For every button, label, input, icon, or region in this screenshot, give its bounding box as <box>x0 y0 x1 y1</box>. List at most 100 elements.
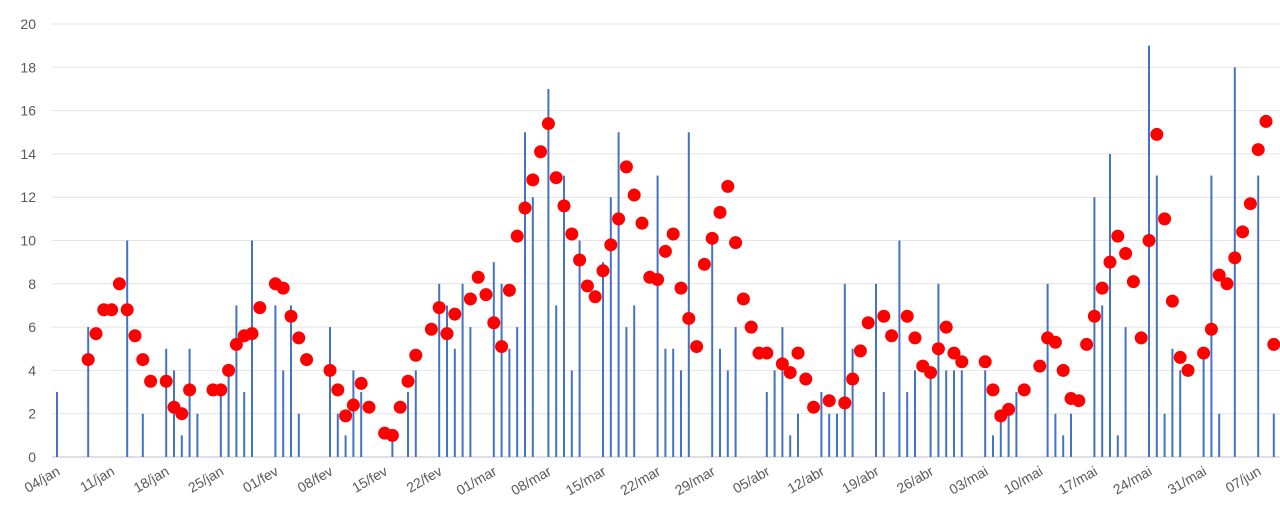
dot <box>1228 251 1242 265</box>
bar <box>1109 153 1111 457</box>
bar <box>282 370 285 457</box>
dot <box>284 309 298 323</box>
x-tick-label: 08/mar <box>508 463 554 499</box>
bar <box>656 175 659 458</box>
dot <box>1267 337 1280 351</box>
dot <box>775 357 789 371</box>
dot <box>588 290 602 304</box>
bar <box>469 327 472 457</box>
dot <box>791 346 805 360</box>
bar <box>547 88 550 457</box>
dot <box>877 309 891 323</box>
x-tick-label: 15/fev <box>349 463 390 496</box>
dot <box>183 383 197 397</box>
dot <box>939 320 953 334</box>
dot <box>729 236 743 250</box>
bar <box>765 392 768 457</box>
bar <box>274 305 277 457</box>
bar <box>531 197 534 457</box>
bar <box>414 370 417 457</box>
dot <box>736 292 750 306</box>
bar <box>1179 370 1182 457</box>
dot <box>440 327 454 341</box>
bar <box>843 283 846 457</box>
bar <box>937 283 940 457</box>
dot <box>682 311 696 325</box>
bar <box>984 370 987 457</box>
dot <box>385 428 399 442</box>
y-tick-label: 10 <box>20 233 36 249</box>
dot <box>1173 350 1187 364</box>
dot <box>1095 281 1109 295</box>
bar <box>1218 413 1221 457</box>
x-tick-label: 29/mar <box>672 463 718 499</box>
bar <box>360 392 363 457</box>
bar <box>461 283 464 457</box>
x-tick-label: 18/jan <box>131 463 172 496</box>
x-tick-label: 07/jun <box>1223 463 1264 496</box>
dot <box>908 331 922 345</box>
bar <box>290 305 292 457</box>
bar <box>672 348 675 457</box>
dot <box>1220 277 1234 291</box>
bar <box>617 132 620 457</box>
x-tick-label: 22/mar <box>617 463 663 499</box>
dot <box>1197 346 1211 360</box>
dot <box>807 400 821 414</box>
dot <box>253 301 267 315</box>
bar <box>446 305 448 457</box>
bar <box>1116 435 1119 457</box>
x-tick-label: 01/fev <box>240 463 281 496</box>
x-tick-label: 04/jan <box>21 463 62 496</box>
dot <box>1126 275 1140 289</box>
bar <box>898 240 901 457</box>
bar <box>960 370 963 457</box>
dot <box>596 264 610 278</box>
y-tick-label: 14 <box>20 146 36 162</box>
dot <box>526 173 540 187</box>
dot <box>541 117 555 131</box>
bar <box>789 435 792 457</box>
dot <box>658 244 672 258</box>
y-tick-label: 2 <box>28 406 36 422</box>
y-tick-label: 8 <box>28 276 36 292</box>
dot <box>393 400 407 414</box>
dot <box>822 394 836 408</box>
dot <box>853 344 867 358</box>
bar <box>828 413 831 457</box>
dot <box>1056 363 1070 377</box>
bar <box>1124 327 1127 457</box>
dot <box>487 316 501 330</box>
bar <box>1171 348 1174 457</box>
bar <box>602 262 604 457</box>
bar <box>680 370 682 457</box>
bar <box>1101 305 1104 457</box>
dot <box>245 327 259 341</box>
bar <box>336 413 339 457</box>
dot <box>924 366 938 380</box>
dot <box>1251 143 1265 157</box>
dot <box>1111 229 1125 243</box>
bar <box>820 392 823 457</box>
bar <box>516 327 519 457</box>
dot <box>783 366 797 380</box>
dot <box>978 355 992 369</box>
dot <box>534 145 548 159</box>
dot <box>674 281 688 295</box>
dot <box>463 292 477 306</box>
x-tick-label: 03/mai <box>946 463 990 498</box>
bar <box>719 348 721 457</box>
bar <box>1062 435 1065 457</box>
bar <box>1046 283 1049 457</box>
bar <box>1272 413 1275 457</box>
dot <box>362 400 376 414</box>
dot <box>159 374 173 388</box>
bar <box>570 370 573 457</box>
bar <box>882 392 885 457</box>
bar <box>235 305 238 457</box>
dot <box>276 281 290 295</box>
bar <box>555 305 558 457</box>
dot <box>1017 383 1031 397</box>
x-tick-label: 10/mai <box>1001 463 1045 498</box>
dot <box>144 374 158 388</box>
